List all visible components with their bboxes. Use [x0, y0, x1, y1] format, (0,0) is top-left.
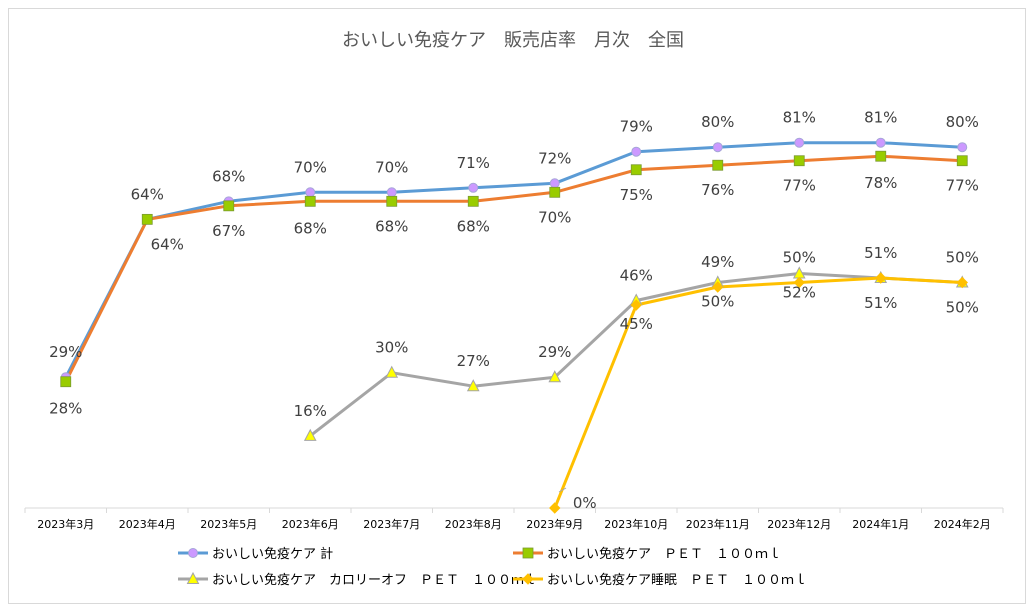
- data-label: 49%: [701, 253, 734, 271]
- data-label: 79%: [620, 118, 653, 136]
- data-point: [956, 155, 968, 167]
- legend-marker: [522, 573, 534, 585]
- data-point: [141, 213, 153, 225]
- data-label: 78%: [864, 174, 897, 192]
- data-point: [793, 155, 805, 167]
- data-label: 28%: [49, 400, 82, 418]
- label-leader-line: [558, 487, 567, 493]
- data-point: [957, 142, 968, 153]
- data-label: 64%: [131, 185, 164, 203]
- data-label: 68%: [457, 217, 490, 235]
- data-label: 29%: [49, 343, 82, 361]
- x-tick-label: 2023年3月: [37, 517, 94, 531]
- legend-marker: [522, 547, 534, 559]
- data-label: 77%: [783, 177, 816, 195]
- data-label: 72%: [538, 149, 571, 167]
- data-point: [793, 276, 805, 289]
- data-point: [875, 150, 887, 162]
- data-point: [549, 186, 561, 198]
- data-point: [386, 195, 398, 207]
- x-tick-label: 2024年2月: [934, 517, 991, 531]
- chart-frame: [8, 8, 1026, 604]
- data-point: [630, 299, 642, 311]
- data-label: 64%: [151, 235, 184, 253]
- data-point: [794, 137, 805, 148]
- data-point: [468, 182, 479, 193]
- data-label: 50%: [946, 299, 979, 317]
- data-point: [549, 502, 561, 514]
- legend-label: おいしい免疫ケア睡眠 ＰＥＴ １００ｍｌ: [547, 572, 807, 588]
- data-point: [549, 178, 560, 189]
- data-point: [712, 281, 724, 293]
- x-tick-label: 2024年1月: [852, 517, 909, 531]
- data-label: 27%: [457, 352, 490, 370]
- x-tick-label: 2023年5月: [200, 517, 257, 531]
- data-point: [875, 272, 887, 284]
- data-point: [712, 159, 724, 171]
- data-label: 70%: [375, 158, 408, 176]
- series-line: [553, 276, 963, 509]
- data-label: 80%: [701, 113, 734, 131]
- x-tick-label: 2023年9月: [526, 517, 583, 531]
- data-point: [712, 142, 723, 153]
- data-label: 68%: [294, 219, 327, 237]
- data-label: 46%: [620, 267, 653, 285]
- data-label: 51%: [864, 294, 897, 312]
- data-label: 0%: [573, 494, 597, 512]
- data-label: 16%: [294, 402, 327, 420]
- legend-label: おいしい免疫ケア ＰＥＴ １００ｍｌ: [547, 546, 781, 562]
- data-label: 76%: [701, 181, 734, 199]
- data-label: 68%: [212, 167, 245, 185]
- data-point: [385, 365, 399, 378]
- data-label: 67%: [212, 222, 245, 240]
- data-label: 50%: [783, 249, 816, 267]
- legend-marker: [186, 571, 200, 584]
- x-tick-label: 2023年8月: [445, 517, 502, 531]
- data-label: 51%: [864, 244, 897, 262]
- data-point: [223, 200, 235, 212]
- x-tick-label: 2023年12月: [767, 517, 831, 531]
- data-label: 70%: [294, 158, 327, 176]
- data-label: 77%: [946, 177, 979, 195]
- data-point: [467, 195, 479, 207]
- data-label: 29%: [538, 343, 571, 361]
- data-label: 50%: [701, 293, 734, 311]
- data-label: 75%: [620, 186, 653, 204]
- data-point: [548, 370, 562, 383]
- data-label: 68%: [375, 217, 408, 235]
- x-tick-label: 2023年7月: [363, 517, 420, 531]
- data-label: 81%: [864, 109, 897, 127]
- data-label: 80%: [946, 113, 979, 131]
- data-label: 52%: [783, 283, 816, 301]
- data-label: 30%: [375, 339, 408, 357]
- data-point: [466, 379, 480, 392]
- x-tick-label: 2023年6月: [282, 517, 339, 531]
- series-line: [64, 154, 963, 383]
- data-point: [303, 428, 317, 441]
- data-point: [956, 276, 968, 289]
- data-point: [304, 195, 316, 207]
- data-point: [386, 187, 397, 198]
- data-point: [631, 146, 642, 157]
- data-label: 50%: [946, 249, 979, 267]
- x-tick-label: 2023年11月: [686, 517, 750, 531]
- data-label: 71%: [457, 154, 490, 172]
- data-point: [875, 137, 886, 148]
- data-point: [60, 376, 72, 388]
- chart-title: おいしい免疫ケア 販売店率 月次 全国: [342, 30, 684, 51]
- legend-marker: [188, 548, 198, 558]
- legend-label: おいしい免疫ケア 計: [212, 546, 333, 562]
- data-label: 45%: [620, 315, 653, 333]
- data-label: 70%: [538, 208, 571, 226]
- data-label: 81%: [783, 109, 816, 127]
- legend-label: おいしい免疫ケア カロリーオフ ＰＥＴ １００ｍｌ: [212, 572, 537, 588]
- x-tick-label: 2023年4月: [119, 517, 176, 531]
- series-line: [64, 141, 963, 378]
- data-point: [630, 164, 642, 176]
- x-tick-label: 2023年10月: [604, 517, 668, 531]
- data-point: [305, 187, 316, 198]
